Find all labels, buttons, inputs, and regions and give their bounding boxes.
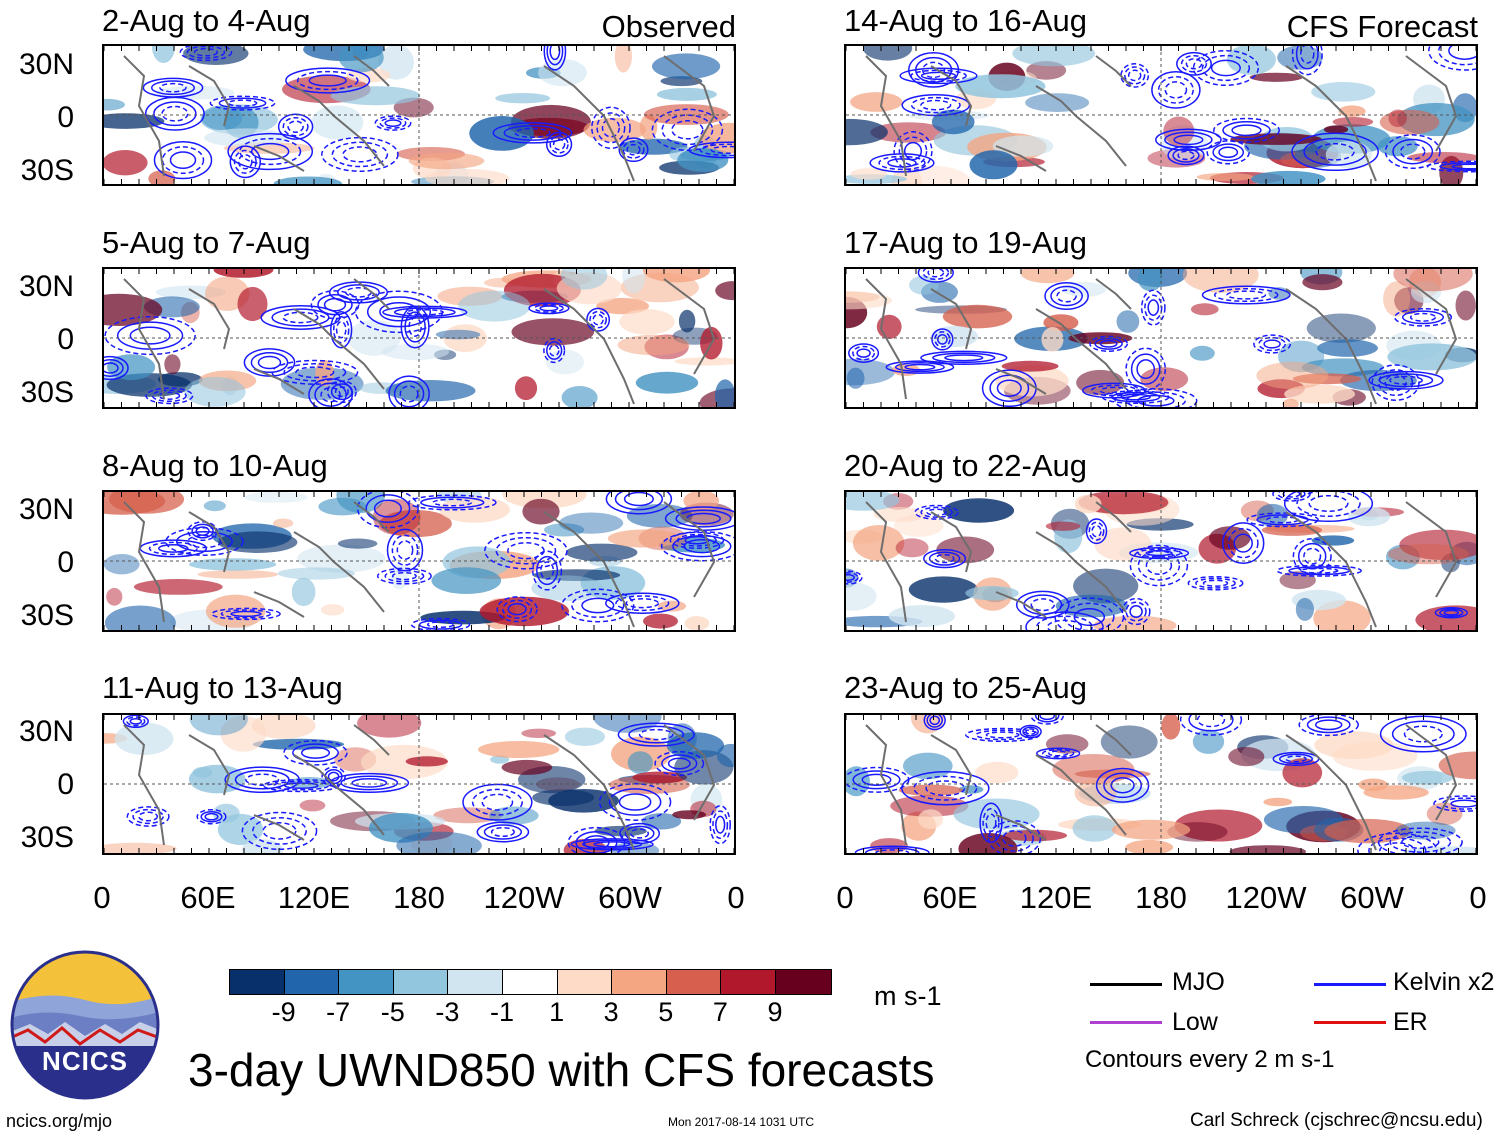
colorbar-tick-label: 1 xyxy=(549,997,565,1027)
panel-title: 2-Aug to 4-Aug xyxy=(102,3,311,38)
map-panel xyxy=(102,267,736,409)
lon-label: 60E xyxy=(922,880,978,915)
legend-label-er: ER xyxy=(1393,1008,1428,1036)
map-panel xyxy=(844,44,1478,186)
ncics-logo-icon xyxy=(10,950,160,1100)
panel-title: 14-Aug to 16-Aug xyxy=(844,3,1088,38)
panel-title: 11-Aug to 13-Aug xyxy=(102,670,343,705)
colorbar-tick-label: -5 xyxy=(380,997,405,1027)
colorbar-swatch xyxy=(612,970,667,994)
lon-label: 60E xyxy=(180,880,236,915)
colorbar-tick-label: 5 xyxy=(658,997,674,1027)
colorbar-swatch xyxy=(666,970,722,994)
colorbar-tick-label: -3 xyxy=(435,997,460,1027)
colorbar-swatch xyxy=(339,970,394,994)
panel-tag-forecast: CFS Forecast xyxy=(1286,9,1478,44)
contours-note: Contours every 2 m s-1 xyxy=(1085,1046,1335,1073)
colorbar-swatch xyxy=(775,970,831,994)
legend-line-low xyxy=(1090,1021,1162,1024)
lon-label: 120E xyxy=(277,880,351,915)
panel-title: 8-Aug to 10-Aug xyxy=(102,448,328,483)
lat-label-30n: 30N xyxy=(18,493,74,526)
footer-timestamp: Mon 2017-08-14 1031 UTC xyxy=(668,1115,815,1129)
legend-line-er xyxy=(1314,1021,1386,1024)
legend-label-low: Low xyxy=(1172,1008,1218,1036)
lon-label: 0 xyxy=(93,880,111,915)
lon-label: 120E xyxy=(1019,880,1093,915)
ncics-logo[interactable]: NCICS xyxy=(10,950,160,1100)
map-panel xyxy=(844,267,1478,409)
colorbar-tick-label: -7 xyxy=(326,997,351,1027)
colorbar-swatch xyxy=(284,970,340,994)
colorbar-tick-label: -1 xyxy=(489,997,514,1027)
lat-label-30n: 30N xyxy=(18,715,74,748)
colorbar-swatch xyxy=(230,970,285,994)
colorbar xyxy=(229,969,832,995)
colorbar-tick-label: 9 xyxy=(767,997,783,1027)
lat-label-30s: 30S xyxy=(20,376,74,409)
lat-label-eq: 0 xyxy=(57,323,74,356)
map-panel xyxy=(102,490,736,632)
panel-title: 20-Aug to 22-Aug xyxy=(844,448,1088,483)
lat-label-eq: 0 xyxy=(57,768,74,801)
lat-label-30s: 30S xyxy=(20,599,74,632)
lon-label: 0 xyxy=(1469,880,1487,915)
panel-title: 5-Aug to 7-Aug xyxy=(102,225,311,260)
colorbar-swatch xyxy=(557,970,613,994)
logo-text: NCICS xyxy=(42,1046,128,1076)
panel-tag-observed: Observed xyxy=(601,9,736,44)
lon-label: 60W xyxy=(598,880,662,915)
colorbar-swatch xyxy=(448,970,503,994)
lat-label-30s: 30S xyxy=(20,154,74,187)
footer-url[interactable]: ncics.org/mjo xyxy=(6,1111,113,1131)
main-title: 3-day UWND850 with CFS forecasts xyxy=(188,1044,935,1096)
legend-label-kelvin: Kelvin x2 xyxy=(1393,968,1495,996)
colorbar-swatch xyxy=(393,970,449,994)
legend-label-mjo: MJO xyxy=(1172,968,1225,996)
footer-credit: Carl Schreck (cjschrec@ncsu.edu) xyxy=(1190,1110,1483,1131)
map-panel xyxy=(102,44,736,186)
map-panel xyxy=(844,713,1478,855)
colorbar-tick-label: 7 xyxy=(712,997,728,1027)
lat-label-eq: 0 xyxy=(57,101,74,134)
panel-title: 23-Aug to 25-Aug xyxy=(844,670,1088,705)
colorbar-tick-label: 3 xyxy=(603,997,619,1027)
lon-label: 120W xyxy=(483,880,565,915)
lon-label: 0 xyxy=(727,880,745,915)
lon-label: 180 xyxy=(393,880,445,915)
colorbar-swatch xyxy=(721,970,776,994)
colorbar-tick-label: -9 xyxy=(271,997,296,1027)
lon-label: 180 xyxy=(1135,880,1187,915)
lon-label: 120W xyxy=(1225,880,1307,915)
lat-label-eq: 0 xyxy=(57,546,74,579)
lat-label-30n: 30N xyxy=(18,270,74,303)
lat-label-30n: 30N xyxy=(18,48,74,81)
colorbar-units: m s-1 xyxy=(874,981,942,1011)
legend-line-mjo xyxy=(1090,983,1162,986)
legend-line-kelvin xyxy=(1314,983,1386,986)
lat-label-30s: 30S xyxy=(20,821,74,854)
panel-title: 17-Aug to 19-Aug xyxy=(844,225,1088,260)
lon-label: 0 xyxy=(836,880,854,915)
map-panel xyxy=(844,490,1478,632)
lon-label: 60W xyxy=(1340,880,1404,915)
colorbar-swatch xyxy=(502,970,558,994)
map-panel xyxy=(102,713,736,855)
